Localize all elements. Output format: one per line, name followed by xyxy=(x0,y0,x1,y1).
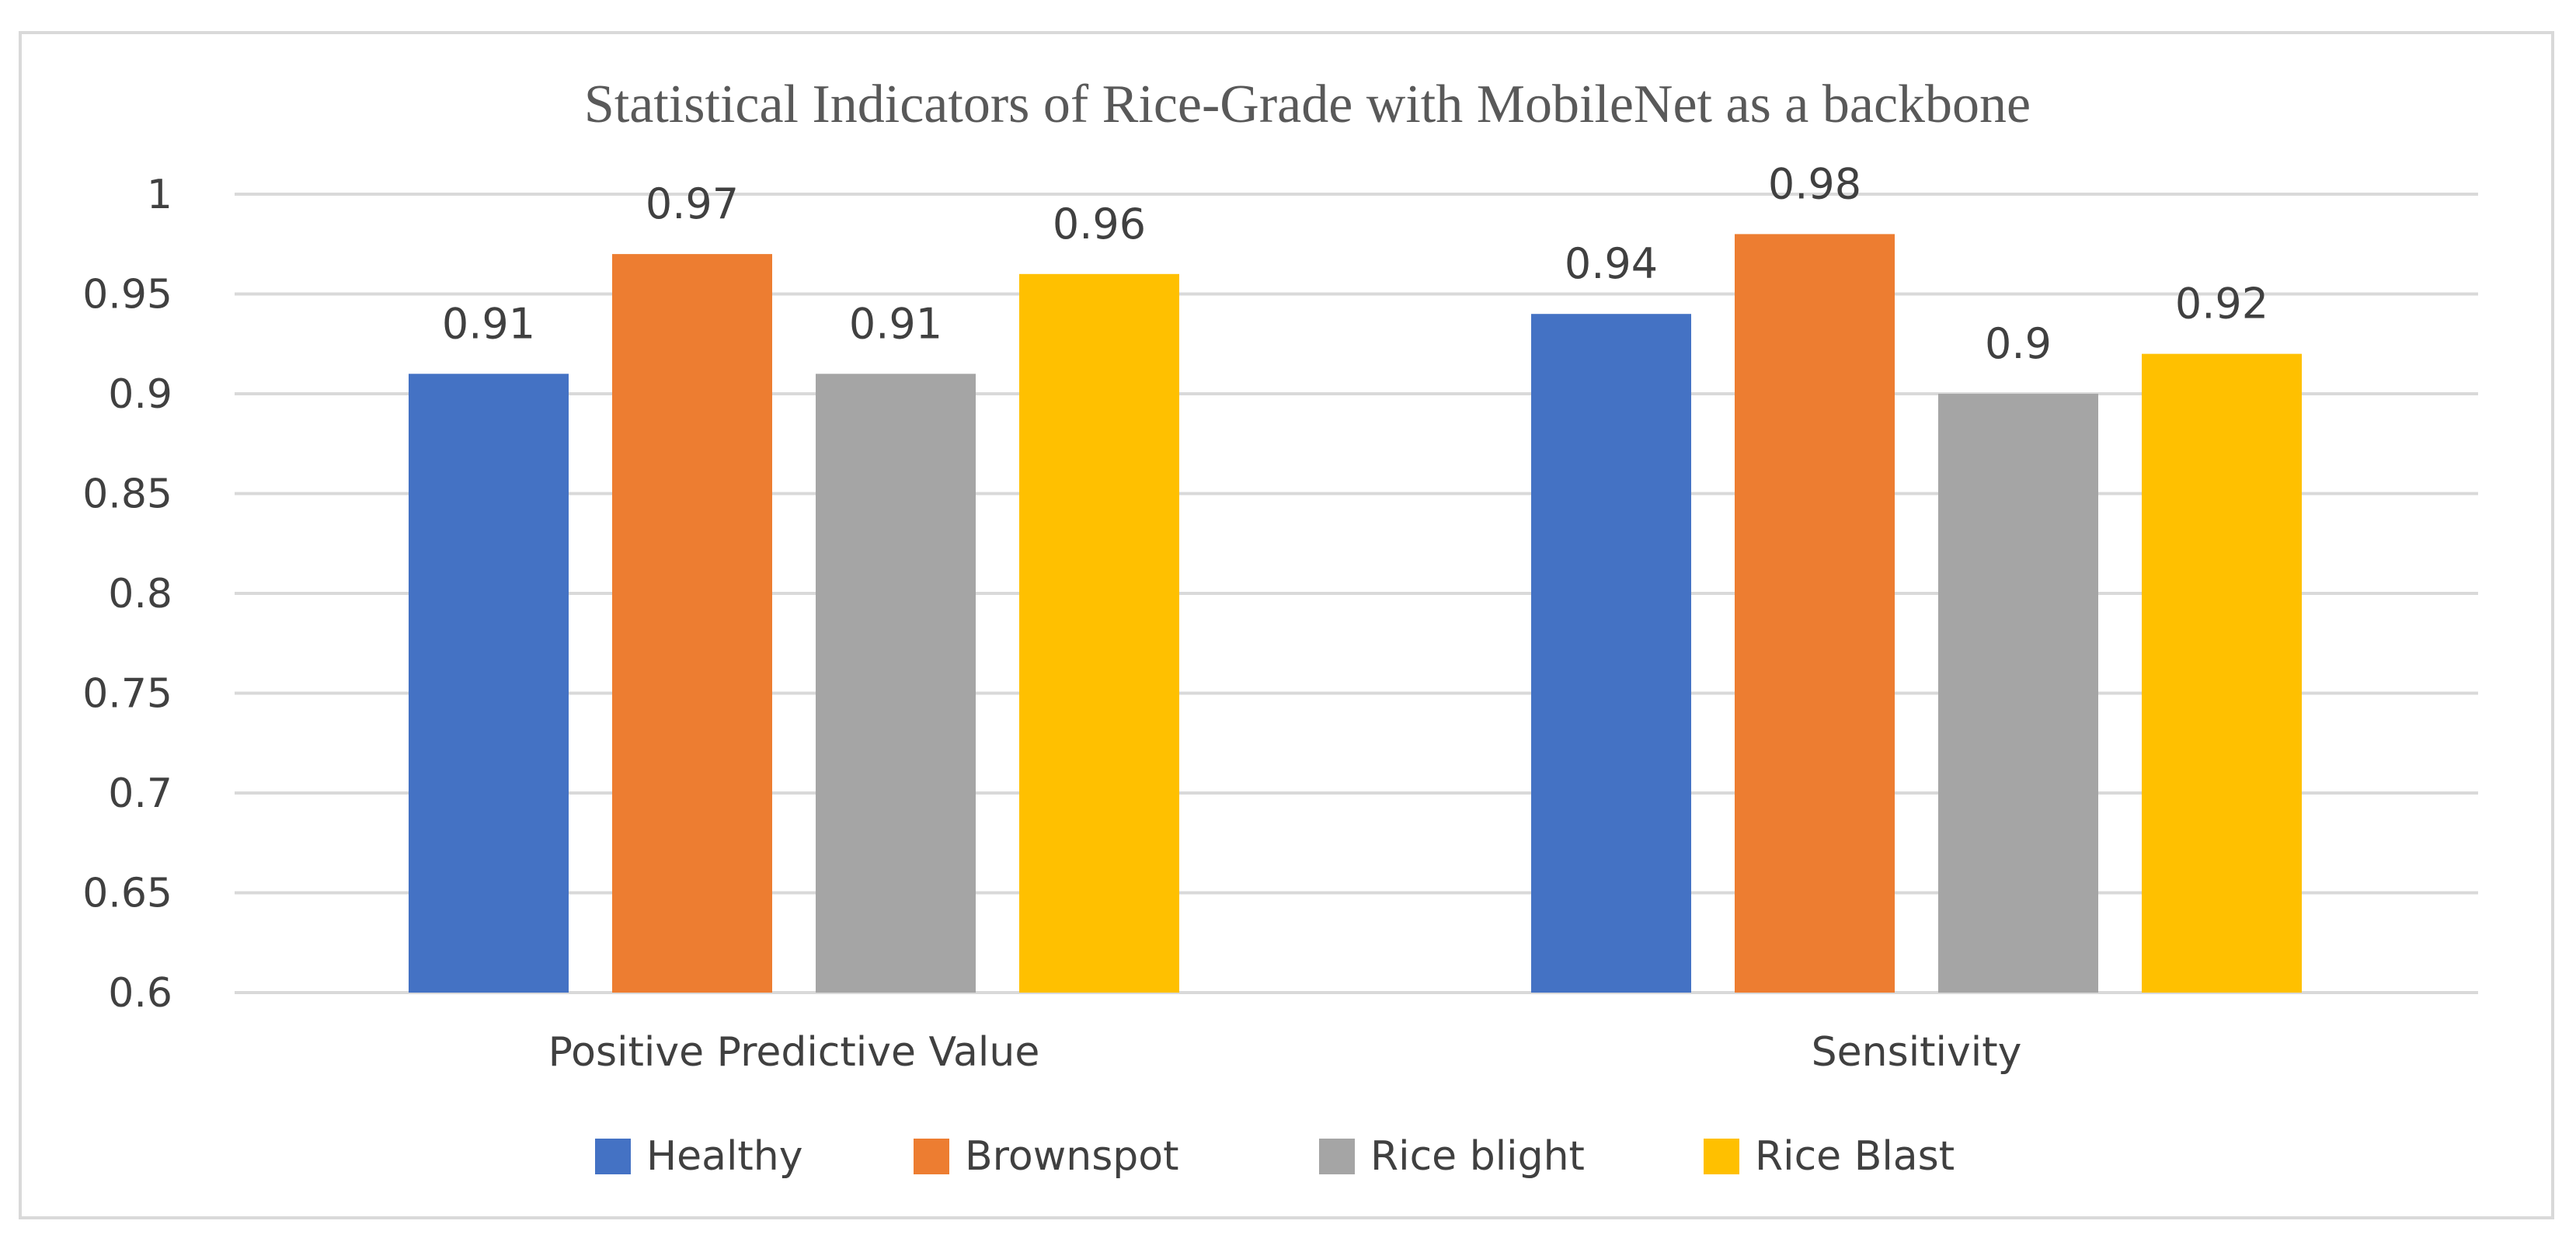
legend-swatch xyxy=(1704,1139,1739,1174)
bar-rice-blast xyxy=(1019,273,1179,993)
bar-rice-blight xyxy=(816,374,976,993)
legend-label: Brownspot xyxy=(965,1133,1179,1180)
y-tick-label: 0.6 xyxy=(108,970,172,1017)
legend-label: Rice Blast xyxy=(1755,1133,1955,1180)
data-label: 0.98 xyxy=(1768,159,1861,208)
data-label: 0.9 xyxy=(1985,319,2052,368)
chart-title: Statistical Indicators of Rice-Grade wit… xyxy=(584,75,2031,134)
y-tick-label: 0.75 xyxy=(82,671,172,718)
bars xyxy=(409,234,2302,993)
bar-healthy xyxy=(1531,314,1691,993)
data-label: 0.96 xyxy=(1053,200,1146,249)
data-label: 0.92 xyxy=(2175,280,2268,329)
data-label: 0.94 xyxy=(1565,239,1658,288)
bar-brownspot xyxy=(1735,234,1895,993)
legend-label: Rice blight xyxy=(1370,1133,1585,1180)
x-category-label: Positive Predictive Value xyxy=(548,1029,1040,1076)
y-tick-label: 1 xyxy=(147,172,172,218)
data-label: 0.91 xyxy=(442,299,535,348)
legend-swatch xyxy=(595,1139,631,1174)
bar-brownspot xyxy=(612,254,772,993)
legend-item: Rice blight xyxy=(1319,1133,1585,1180)
y-tick-label: 0.65 xyxy=(82,871,172,917)
legend-item: Brownspot xyxy=(914,1133,1179,1180)
bar-rice-blast xyxy=(2142,353,2302,993)
y-tick-label: 0.9 xyxy=(108,371,172,418)
y-tick-label: 0.7 xyxy=(108,770,172,817)
y-axis-ticks: 0.6 0.65 0.7 0.75 0.8 0.85 0.9 0.95 1 xyxy=(82,172,172,1017)
legend: Healthy Brownspot Rice blight Rice Blast xyxy=(595,1133,1955,1180)
x-axis-categories: Positive Predictive Value Sensitivity xyxy=(548,1029,2022,1076)
data-labels: 0.91 0.94 0.97 0.98 0.91 0.9 0.96 0.92 xyxy=(442,159,2268,368)
data-label: 0.91 xyxy=(849,299,942,348)
y-tick-label: 0.85 xyxy=(82,471,172,518)
bar-rice-blight xyxy=(1938,394,2098,993)
gridlines xyxy=(235,193,2478,994)
legend-item: Rice Blast xyxy=(1704,1133,1955,1180)
bar-healthy xyxy=(409,374,569,993)
legend-item: Healthy xyxy=(595,1133,803,1180)
legend-label: Healthy xyxy=(646,1133,803,1180)
y-tick-label: 0.8 xyxy=(108,571,172,617)
data-label: 0.97 xyxy=(646,179,739,228)
y-tick-label: 0.95 xyxy=(82,272,172,318)
x-category-label: Sensitivity xyxy=(1812,1029,2022,1076)
legend-swatch xyxy=(914,1139,949,1174)
legend-swatch xyxy=(1319,1139,1355,1174)
